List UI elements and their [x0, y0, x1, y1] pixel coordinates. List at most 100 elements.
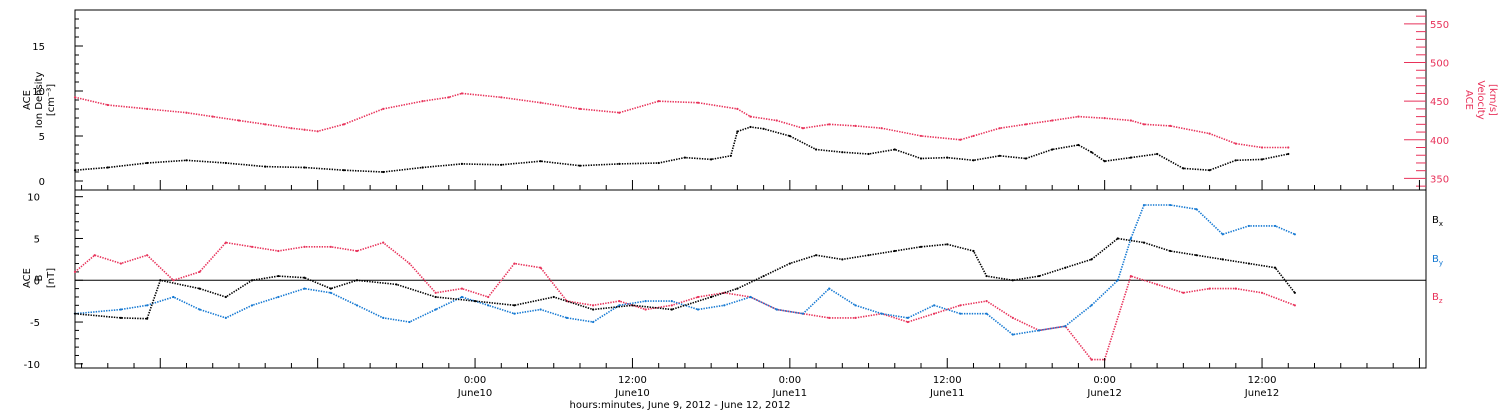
density-series-point — [382, 170, 385, 174]
bx-series-point — [552, 295, 555, 299]
bx-series-point — [329, 287, 332, 290]
bz-series-point — [329, 245, 332, 248]
density-series-point — [749, 125, 752, 129]
velocity-tick-label: 550 — [1430, 20, 1449, 31]
density-series-point — [500, 163, 503, 166]
density-series-point — [578, 164, 582, 167]
by-series-point — [303, 287, 306, 290]
density-series-point — [1208, 169, 1211, 172]
velocity-series-point — [801, 127, 805, 130]
by-series-point — [434, 308, 437, 311]
by-series-point — [959, 312, 962, 315]
velocity-series-point — [828, 123, 831, 126]
by-series-point — [801, 312, 805, 315]
bx-series-point — [395, 283, 398, 286]
time-tick-label: 0:00 — [779, 375, 801, 386]
time-tick-label: 0:00 — [464, 375, 486, 386]
bx-series-point — [631, 304, 634, 307]
bx-series-point — [814, 254, 818, 257]
velocity-series-point — [775, 119, 778, 122]
time-tick-label: 12:00 — [1248, 375, 1277, 386]
density-series-point — [1024, 157, 1028, 160]
bz-series-point — [198, 270, 201, 273]
bx-series-point — [119, 316, 123, 319]
bz-series-point — [670, 304, 673, 307]
velocity-series-point — [421, 100, 424, 103]
density-series-point — [1129, 156, 1132, 159]
svg-text:Bz: Bz — [1432, 292, 1443, 305]
velocity-series-point — [290, 127, 293, 130]
by-series-point — [382, 316, 385, 319]
by-series-point — [172, 295, 175, 299]
density-series-point — [683, 156, 687, 159]
density-tick-label: 10 — [32, 87, 45, 98]
bz-series-point — [933, 312, 936, 315]
density-series-point — [867, 152, 870, 156]
by-series-point — [1011, 333, 1014, 336]
density-ylabel-line1: ACE — [22, 90, 33, 110]
velocity-series-point — [919, 134, 923, 138]
velocity-tick-label: 400 — [1430, 136, 1449, 147]
velocity-series-point — [106, 103, 109, 107]
by-series-point — [644, 300, 647, 303]
bz-series-point — [1293, 304, 1296, 307]
by-series-point — [723, 304, 726, 307]
bz-series-point — [93, 254, 96, 257]
density-series-point — [736, 130, 739, 133]
bz-series-point — [277, 249, 280, 253]
by-series-point — [906, 316, 909, 319]
by-series-point — [1064, 325, 1067, 328]
velocity-ylabel-line1: ACE — [1463, 90, 1474, 110]
bz-series-point — [592, 304, 595, 307]
velocity-series-point — [264, 123, 267, 126]
bz-series-point — [1208, 287, 1211, 290]
density-series-point — [657, 161, 660, 165]
legend-by-text: B — [1432, 254, 1439, 265]
bz-series-point — [906, 320, 909, 324]
velocity-series-point — [880, 127, 883, 130]
by-series-point — [1195, 208, 1198, 211]
bx-series-point — [972, 249, 975, 253]
density-axis: 0 5 10 15 — [32, 18, 83, 188]
bx-series-point — [277, 274, 280, 278]
bx-series-point — [1116, 237, 1119, 240]
density-tick-label: 15 — [32, 42, 45, 53]
by-series-point — [1037, 329, 1041, 332]
legend-bx-sub: x — [1439, 220, 1443, 228]
velocity-series-point — [972, 134, 975, 138]
velocity-series-point — [1142, 123, 1146, 126]
by-series-point — [277, 295, 280, 299]
time-tick-date: June12 — [1244, 388, 1280, 399]
bx-series-point — [1011, 279, 1014, 282]
field-tick-label: 10 — [27, 193, 40, 204]
velocity-series-point — [73, 96, 77, 99]
time-axis: 0:00 June10 12:00 June10 0:00 June11 12:00 June… — [81, 180, 1420, 399]
bx-series-point — [434, 295, 437, 299]
density-series-point — [1287, 152, 1290, 156]
bx-series-point — [762, 274, 765, 278]
density-series-point — [998, 154, 1001, 157]
field-ylabel-line2: B — [34, 274, 45, 281]
velocity-series-point — [185, 111, 188, 114]
by-series-point — [828, 287, 831, 290]
velocity-series-point — [1287, 146, 1290, 149]
density-series-point — [342, 169, 345, 172]
density-series-point — [460, 162, 464, 165]
velocity-series-point — [618, 111, 621, 114]
density-series-point — [893, 148, 896, 151]
density-series-point — [814, 148, 818, 151]
bz-series-point — [985, 300, 988, 303]
bz-series-point — [355, 249, 359, 253]
legend-by: By — [1432, 254, 1443, 267]
legend-bz-sub: z — [1439, 297, 1443, 305]
bz-series-point — [1234, 287, 1237, 290]
density-series-point — [264, 165, 267, 168]
time-tick-date: June10 — [614, 388, 650, 399]
field-plot-frame — [74, 189, 1427, 369]
velocity-series-point — [854, 124, 857, 127]
bx-series-point — [867, 254, 870, 257]
bz-series-point — [1129, 274, 1132, 278]
bx-series-point — [592, 308, 595, 311]
legend-bx: Bx — [1432, 215, 1443, 228]
